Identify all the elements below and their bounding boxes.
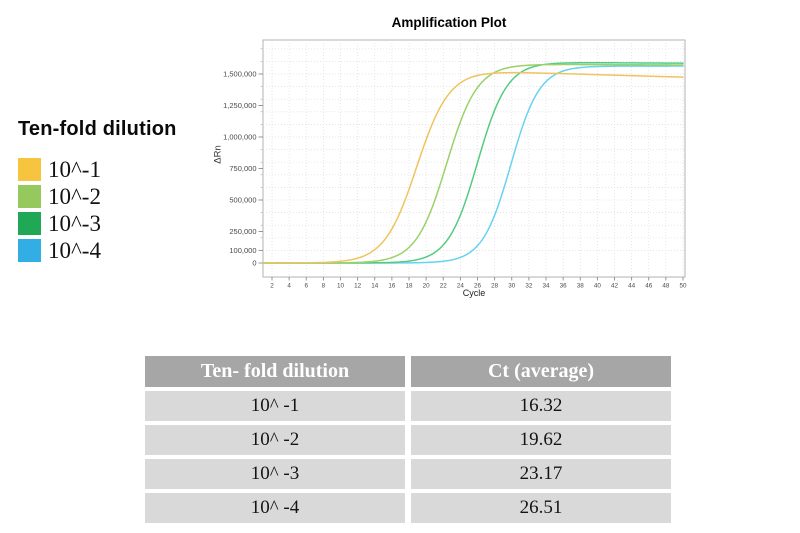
cell-dilution: 10^ -3 bbox=[145, 459, 405, 489]
table-row-4: 10^ -4 26.51 bbox=[145, 493, 671, 523]
x-tick-label: 26 bbox=[474, 283, 482, 290]
legend-item-1: 10^-1 bbox=[18, 158, 177, 181]
cell-ct-average: 23.17 bbox=[411, 459, 671, 489]
y-tick-label: 750,000 bbox=[229, 164, 256, 173]
x-tick-label: 18 bbox=[405, 283, 413, 290]
y-tick-label: 0 bbox=[252, 259, 256, 268]
ct-table-body: 10^ -1 16.32 10^ -2 19.62 10^ -3 23.17 10^ -4 2… bbox=[145, 391, 671, 523]
table-row-3: 10^ -3 23.17 bbox=[145, 459, 671, 489]
x-tick-label: 46 bbox=[645, 283, 653, 290]
legend-color-swatch bbox=[18, 212, 41, 235]
legend-items: 10^-1 10^-2 10^-3 10^-4 bbox=[18, 158, 177, 262]
y-tick-label: 500,000 bbox=[229, 196, 256, 205]
x-tick-label: 2 bbox=[270, 283, 274, 290]
x-tick-label: 34 bbox=[542, 283, 550, 290]
legend-item-label: 10^-1 bbox=[48, 157, 101, 182]
x-tick-label: 44 bbox=[628, 283, 636, 290]
legend-title: Ten-fold dilution bbox=[18, 118, 177, 140]
cell-dilution: 10^ -4 bbox=[145, 493, 405, 523]
x-tick-label: 28 bbox=[491, 283, 499, 290]
y-tick-label: 1,500,000 bbox=[223, 70, 256, 79]
legend-item-label: 10^-2 bbox=[48, 184, 101, 209]
amplification-curve-dilution-2 bbox=[262, 63, 684, 264]
x-tick-label: 42 bbox=[611, 283, 619, 290]
cell-ct-average: 26.51 bbox=[411, 493, 671, 523]
legend-color-swatch bbox=[18, 185, 41, 208]
y-tick-label: 1,000,000 bbox=[223, 133, 256, 142]
table-header-ct: Ct (average) bbox=[411, 356, 671, 387]
table-row-1: 10^ -1 16.32 bbox=[145, 391, 671, 421]
y-tick-label: 250,000 bbox=[229, 227, 256, 236]
x-tick-label: 48 bbox=[662, 283, 670, 290]
dilution-legend: Ten-fold dilution 10^-1 10^-2 10^-3 10^-4 bbox=[18, 118, 177, 266]
x-tick-label: 36 bbox=[560, 283, 568, 290]
table-header-row: Ten- fold dilution Ct (average) bbox=[145, 356, 671, 387]
table-header-dilution: Ten- fold dilution bbox=[145, 356, 405, 387]
plot-area: 0 100,000 250,000 500,000 750,000 1,000,000 1,… bbox=[223, 39, 687, 290]
y-tick-label: 1,250,000 bbox=[223, 101, 256, 110]
cell-dilution: 10^ -1 bbox=[145, 391, 405, 421]
x-tick-label: 10 bbox=[337, 283, 345, 290]
cell-ct-average: 19.62 bbox=[411, 425, 671, 455]
legend-item-2: 10^-2 bbox=[18, 185, 177, 208]
ct-table-head: Ten- fold dilution Ct (average) bbox=[145, 356, 671, 387]
legend-item-label: 10^-4 bbox=[48, 238, 101, 263]
amplification-curve-dilution-1 bbox=[262, 71, 684, 264]
legend-color-swatch bbox=[18, 239, 41, 262]
x-tick-label: 32 bbox=[525, 283, 533, 290]
legend-item-4: 10^-4 bbox=[18, 239, 177, 262]
x-tick-label: 40 bbox=[594, 283, 602, 290]
cell-dilution: 10^ -2 bbox=[145, 425, 405, 455]
x-tick-label: 6 bbox=[304, 283, 308, 290]
legend-item-3: 10^-3 bbox=[18, 212, 177, 235]
x-tick-label: 14 bbox=[371, 283, 379, 290]
x-tick-label: 50 bbox=[679, 283, 687, 290]
x-tick-label: 24 bbox=[457, 283, 465, 290]
x-tick-label: 16 bbox=[388, 283, 396, 290]
x-tick-label: 38 bbox=[577, 283, 585, 290]
x-tick-label: 8 bbox=[322, 283, 326, 290]
x-tick-label: 4 bbox=[287, 283, 291, 290]
y-tick-label: 100,000 bbox=[229, 246, 256, 255]
x-tick-label: 22 bbox=[440, 283, 448, 290]
x-tick-label: 30 bbox=[508, 283, 516, 290]
chart-title: Amplification Plot bbox=[391, 15, 507, 30]
cell-ct-average: 16.32 bbox=[411, 391, 671, 421]
x-tick-label: 20 bbox=[423, 283, 431, 290]
legend-color-swatch bbox=[18, 158, 41, 181]
legend-item-label: 10^-3 bbox=[48, 211, 101, 236]
table-row-2: 10^ -2 19.62 bbox=[145, 425, 671, 455]
x-tick-label: 12 bbox=[354, 283, 362, 290]
x-axis-label: Cycle bbox=[462, 288, 486, 298]
ct-table: Ten- fold dilution Ct (average) 10^ -1 16.… bbox=[139, 352, 677, 527]
